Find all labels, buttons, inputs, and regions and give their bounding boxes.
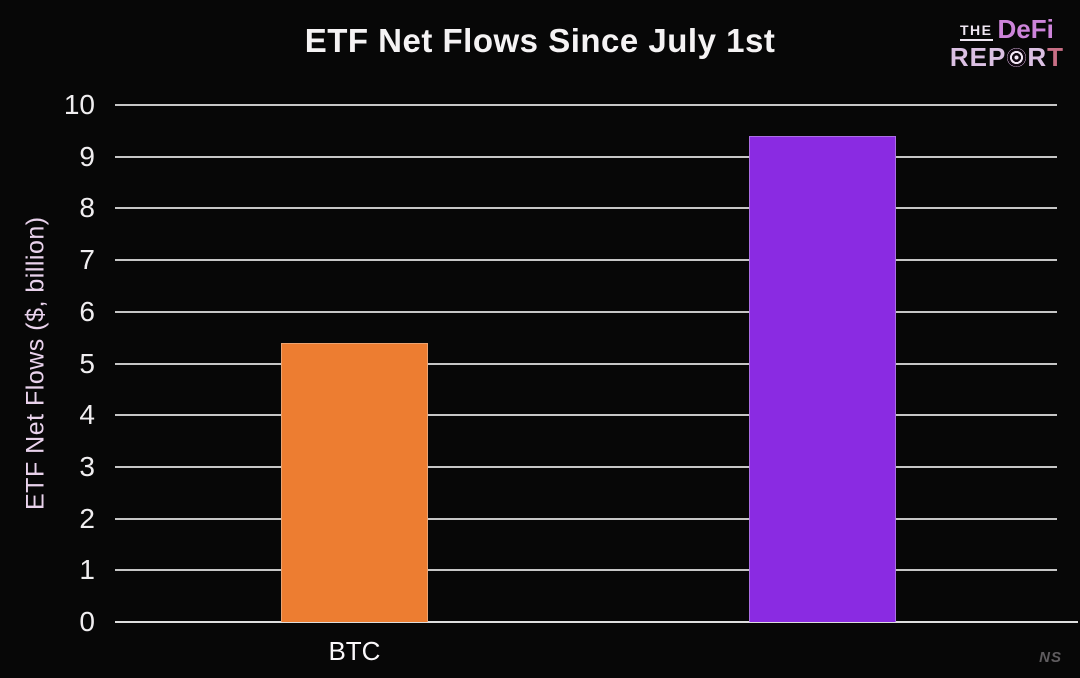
x-label-BTC: BTC [328,636,381,666]
y-tick-5: 5 [79,347,95,379]
gridline-1 [115,569,1057,572]
chart-title: ETF Net Flows Since July 1st [304,22,776,59]
y-tick-7: 7 [79,244,95,276]
gridline-9 [115,155,1057,158]
gridline-6 [115,310,1057,313]
y-tick-8: 8 [79,192,95,224]
logo-defi-label: DeFi [997,14,1054,44]
defi-report-logo: THE DeFi REP RT [950,14,1064,72]
gridline-3 [115,465,1057,468]
logo-report-rep: REP [949,42,1007,73]
y-tick-3: 3 [79,450,95,482]
y-tick-0: 0 [79,606,95,637]
y-tick-9: 9 [79,140,95,172]
plot-area: 0 1 2 3 4 5 6 7 8 9 10 BTC [64,89,1078,666]
gridline-7 [115,259,1057,262]
logo-report-r: R [1027,42,1048,73]
gridline-5 [115,362,1057,365]
logo-the-label: THE [960,22,993,41]
gridline-2 [115,517,1057,520]
bar-BTC [280,342,428,622]
logo-line-report: REP RT [950,44,1064,71]
y-tick-6: 6 [79,295,95,327]
x-axis-line [115,621,1078,623]
y-tick-10: 10 [63,89,95,120]
bar-series-2 [749,136,897,622]
gridline-8 [115,207,1057,210]
target-icon [1007,48,1027,68]
watermark: NS [1039,649,1062,666]
y-tick-4: 4 [79,399,95,431]
y-tick-1: 1 [79,554,95,586]
y-tick-2: 2 [79,502,95,534]
gridline-4 [115,414,1057,417]
logo-line-the-defi: THE DeFi [950,14,1064,44]
logo-report-t: T [1047,42,1064,73]
gridline-10 [115,104,1057,106]
